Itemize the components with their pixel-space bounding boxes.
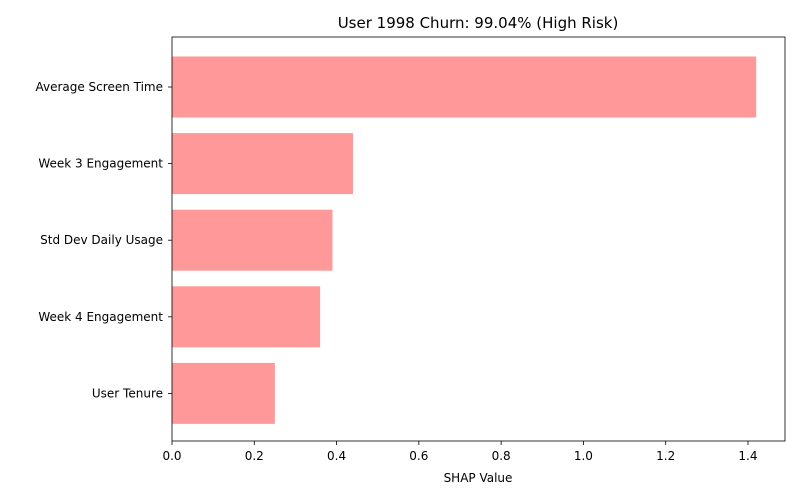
x-tick-label: 0.4 <box>327 449 346 463</box>
bar-user-tenure <box>172 362 275 424</box>
chart-title: User 1998 Churn: 99.04% (High Risk) <box>338 14 619 32</box>
bar-average-screen-time <box>172 56 757 118</box>
x-tick-label: 1.0 <box>574 449 593 463</box>
x-tick-label: 1.4 <box>738 449 757 463</box>
bar-week-4-engagement <box>172 286 321 348</box>
y-tick-label: Average Screen Time <box>35 80 163 94</box>
bars-layer <box>172 56 757 424</box>
y-tick-label: Std Dev Daily Usage <box>40 233 163 247</box>
y-tick-labels: Average Screen Time Week 3 Engagement Std … <box>35 80 163 400</box>
x-tick-label: 0.0 <box>162 449 181 463</box>
bar-week-3-engagement <box>172 133 354 195</box>
x-axis-label: SHAP Value <box>444 471 513 485</box>
x-tick-label: 0.2 <box>245 449 264 463</box>
y-tick-label: Week 3 Engagement <box>38 157 163 171</box>
x-tick-label: 0.6 <box>409 449 428 463</box>
y-tick-label: User Tenure <box>92 386 163 400</box>
axes-frame <box>171 36 786 442</box>
axes-layer <box>168 36 786 445</box>
x-tick-labels: 0.0 0.2 0.4 0.6 0.8 1.0 1.2 1.4 <box>162 449 757 463</box>
x-tick-label: 1.2 <box>656 449 675 463</box>
bar-std-dev-daily-usage <box>172 209 333 271</box>
x-tick-label: 0.8 <box>492 449 511 463</box>
y-tick-label: Week 4 Engagement <box>38 310 163 324</box>
